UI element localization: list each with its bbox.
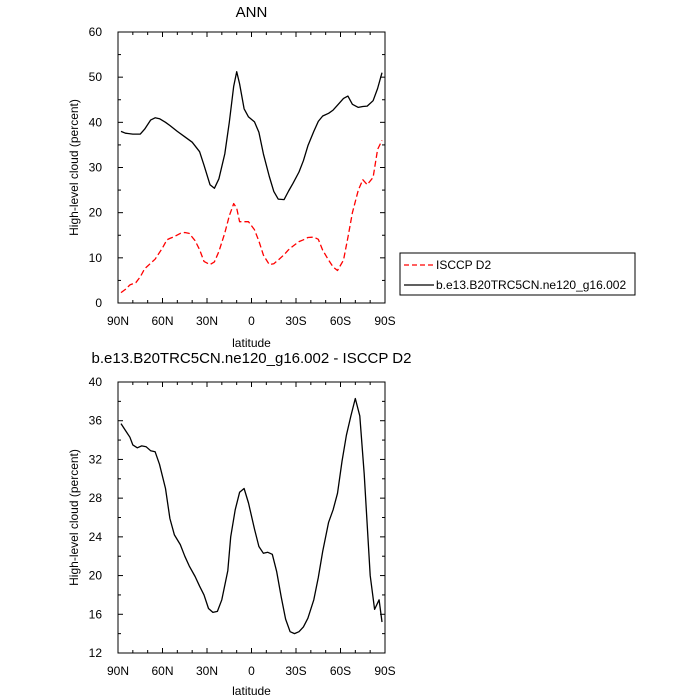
bottom-x-tick-label: 60N <box>151 664 173 678</box>
top-x-tick-label: 30N <box>196 314 218 328</box>
bottom-y-tick-label: 20 <box>89 569 103 583</box>
bottom-y-tick-label: 32 <box>89 452 103 466</box>
top-x-tick-label: 0 <box>248 314 255 328</box>
bottom-chart-title: b.e13.B20TRC5CN.ne120_g16.002 - ISCCP D2 <box>92 350 412 367</box>
top-x-tick-label: 60N <box>151 314 173 328</box>
bottom-x-tick-label: 90S <box>374 664 395 678</box>
top-y-axis-label: High-level cloud (percent) <box>67 99 81 236</box>
top-y-tick-label: 10 <box>89 251 103 265</box>
top-x-tick-label: 90S <box>374 314 395 328</box>
top-y-tick-label: 30 <box>89 161 103 175</box>
bottom-x-tick-label: 30N <box>196 664 218 678</box>
top-y-tick-label: 40 <box>89 115 103 129</box>
top-y-tick-label: 60 <box>89 25 103 39</box>
bottom-y-tick-label: 12 <box>89 646 103 660</box>
top-y-tick-label: 20 <box>89 206 103 220</box>
bottom-y-tick-label: 16 <box>89 607 103 621</box>
top-x-tick-label: 90N <box>107 314 129 328</box>
legend-box <box>399 252 636 296</box>
top-series-line-1 <box>120 71 383 201</box>
bottom-x-tick-label: 0 <box>248 664 255 678</box>
top-x-axis-label: latitude <box>232 336 271 350</box>
top-y-tick-label: 50 <box>89 70 103 84</box>
bottom-y-tick-label: 24 <box>89 530 103 544</box>
bottom-x-tick-label: 60S <box>330 664 351 678</box>
top-panel: ANN latitude High-level cloud (percent) … <box>67 4 396 350</box>
top-series-line-0 <box>120 140 383 294</box>
bottom-y-axis-label: High-level cloud (percent) <box>67 449 81 586</box>
bottom-panel: b.e13.B20TRC5CN.ne120_g16.002 - ISCCP D2… <box>67 350 411 698</box>
bottom-x-axis-label: latitude <box>232 684 271 698</box>
legend: ISCCP D2 b.e13.B20TRC5CN.ne120_g16.002 <box>399 252 636 296</box>
bottom-x-tick-label: 30S <box>285 664 306 678</box>
legend-label-isccp: ISCCP D2 <box>436 258 491 272</box>
bottom-y-tick-label: 28 <box>89 491 103 505</box>
top-x-tick-label: 30S <box>285 314 306 328</box>
top-y-tick-label: 0 <box>95 296 102 310</box>
top-chart-title: ANN <box>236 4 268 21</box>
bottom-y-tick-label: 36 <box>89 414 103 428</box>
bottom-y-tick-label: 40 <box>89 375 103 389</box>
bottom-x-tick-label: 90N <box>107 664 129 678</box>
top-x-tick-label: 60S <box>330 314 351 328</box>
bottom-series-line-0 <box>120 397 383 635</box>
legend-label-model: b.e13.B20TRC5CN.ne120_g16.002 <box>436 278 626 292</box>
